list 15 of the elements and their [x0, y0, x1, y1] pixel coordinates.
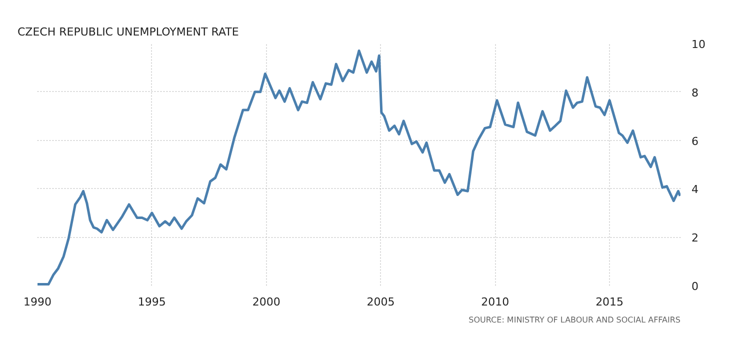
x-tick-label: 2010 — [481, 296, 510, 308]
y-tick-label: 0 — [692, 280, 698, 293]
y-tick-label: 8 — [692, 86, 698, 100]
x-tick-label: 1990 — [24, 296, 52, 308]
y-tick-label: 4 — [692, 183, 698, 196]
x-tick-label: 2015 — [596, 296, 624, 308]
x-tick-label: 2000 — [252, 296, 280, 308]
x-tick-label: 1995 — [138, 296, 166, 308]
y-tick-label: 6 — [692, 134, 698, 148]
y-tick-label: 2 — [692, 232, 698, 245]
x-tick-label: 2005 — [366, 296, 395, 308]
chart-title: CZECH REPUBLIC UNEMPLOYMENT RATE — [18, 26, 239, 38]
line-series — [38, 50, 680, 286]
source-note: SOURCE: MINISTRY OF LABOUR AND SOCIAL AFFAIRS — [468, 316, 681, 324]
y-tick-label: 10 — [692, 38, 706, 51]
